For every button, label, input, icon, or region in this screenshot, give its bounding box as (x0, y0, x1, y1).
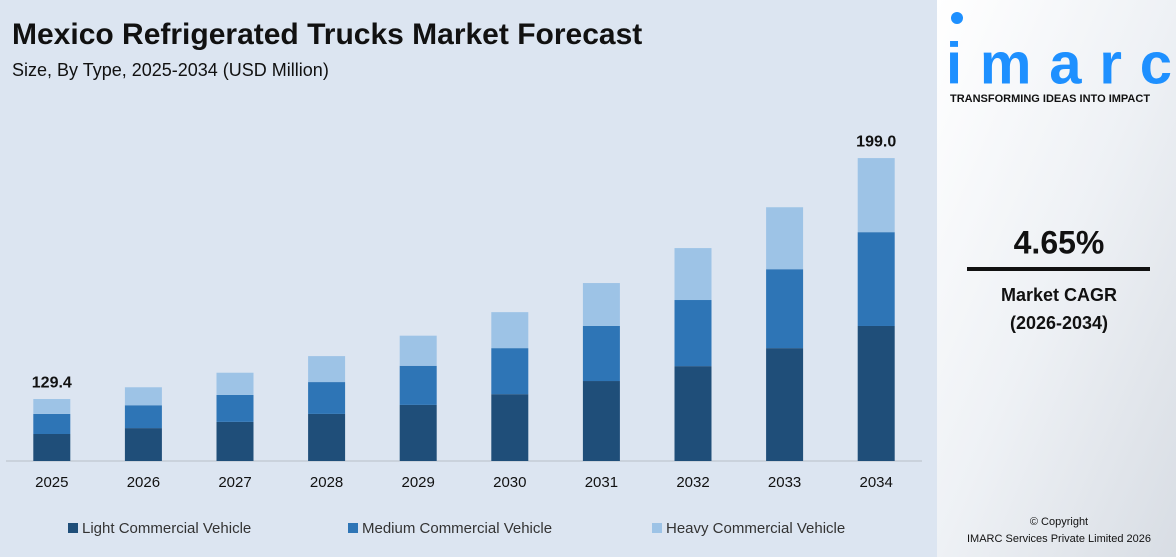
bar-segment (674, 300, 712, 367)
cagr-divider (967, 267, 1150, 271)
x-tick-label: 2034 (860, 474, 893, 491)
legend-swatch (348, 523, 358, 533)
x-tick-label: 2028 (310, 474, 343, 491)
bar-segment (399, 365, 437, 405)
x-tick-label: 2027 (218, 474, 251, 491)
bar-segment (857, 232, 895, 326)
bar-segment (674, 248, 712, 301)
bar-segment (766, 207, 804, 270)
cagr-period: (2026-2034) (1010, 313, 1108, 333)
copyright-holder: IMARC Services Private Limited 2026 (967, 533, 1151, 545)
x-tick-label: 2030 (493, 474, 526, 491)
cagr-label: Market CAGR (1001, 285, 1117, 305)
bar-segment (582, 381, 620, 461)
x-tick-label: 2025 (35, 474, 68, 491)
chart-title: Mexico Refrigerated Trucks Market Foreca… (12, 18, 642, 51)
bar-segment (491, 312, 529, 349)
bar-segment (33, 399, 71, 414)
tagline: TRANSFORMING IDEAS INTO IMPACT (950, 93, 1150, 105)
x-tick-label: 2032 (676, 474, 709, 491)
bar-segment (857, 158, 895, 233)
x-tick-label: 2029 (402, 474, 435, 491)
bar-segment (216, 421, 254, 461)
bar-segment (308, 413, 346, 461)
legend-label: Medium Commercial Vehicle (362, 520, 552, 537)
total-label: 199.0 (856, 133, 896, 150)
bar-segment (216, 394, 254, 422)
x-tick-label: 2026 (127, 474, 160, 491)
side-panel (937, 0, 1176, 557)
x-tick-label: 2033 (768, 474, 801, 491)
legend-label: Light Commercial Vehicle (82, 520, 251, 537)
bar-segment (491, 348, 529, 395)
bar-segment (674, 366, 712, 461)
cagr-value: 4.65% (1014, 224, 1105, 260)
x-tick-label: 2031 (585, 474, 618, 491)
bar-segment (124, 387, 162, 406)
legend-label: Heavy Commercial Vehicle (666, 520, 845, 537)
bar-segment (308, 382, 346, 414)
bar-segment (216, 372, 254, 395)
bar-segment (124, 428, 162, 461)
bar-segment (582, 283, 620, 326)
bar-segment (33, 413, 71, 434)
bar-segment (491, 394, 529, 461)
logo-dot (951, 12, 963, 24)
chart-subtitle: Size, By Type, 2025-2034 (USD Million) (12, 60, 329, 80)
copyright: © Copyright (1030, 516, 1088, 528)
plot: 2025 129.4 2026 2027 2028 2029 2030 2031 2032 203… (6, 133, 922, 537)
bar-segment (582, 325, 620, 382)
total-label: 129.4 (32, 374, 72, 391)
bar-segment (33, 433, 71, 461)
bar-segment (124, 405, 162, 429)
bar-segment (399, 404, 437, 461)
bar-segment (766, 269, 804, 349)
legend-swatch (68, 523, 78, 533)
bar-segment (399, 335, 437, 366)
bar-segment (308, 356, 346, 383)
legend-swatch (652, 523, 662, 533)
bar-segment (766, 348, 804, 461)
bar-segment (857, 325, 895, 461)
